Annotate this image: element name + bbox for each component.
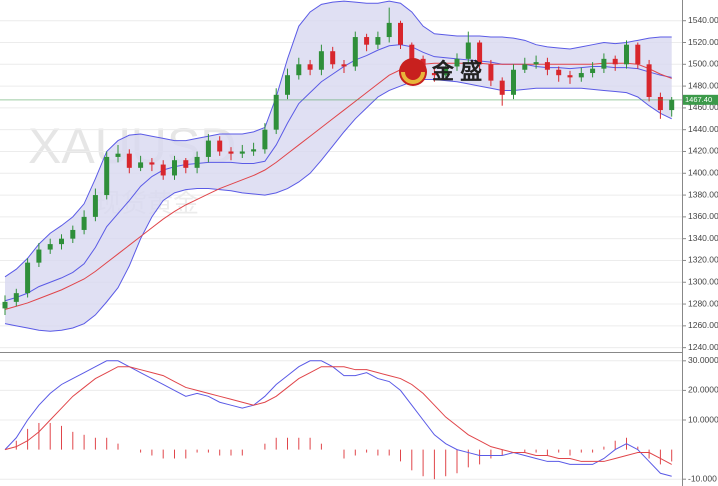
candle-body [330, 51, 336, 65]
candle-body [81, 216, 87, 230]
candle-body [160, 164, 166, 176]
candle-body [2, 301, 8, 309]
y-tick-label: 1260.00 [688, 320, 718, 330]
y-tick-label: 30.0000 [688, 355, 718, 365]
candle-body [239, 151, 245, 154]
y-tick-label: -10.000 [688, 473, 717, 483]
logo-text: 金 盛 [431, 59, 482, 84]
candle-body [635, 44, 641, 65]
candle-body [205, 140, 211, 157]
overlay-line [4, 62, 672, 310]
y-tick-label: 10.0000 [688, 414, 718, 424]
candle-body [228, 151, 234, 154]
macd-line [4, 360, 672, 477]
candle-body [104, 156, 110, 196]
candle-body [13, 293, 19, 302]
candle-body [612, 58, 618, 65]
logo-arc [401, 71, 425, 84]
candle-body [318, 51, 324, 70]
candle-body [409, 44, 415, 59]
candle-body [194, 156, 200, 168]
y-tick-label: 1280.00 [688, 298, 718, 308]
candle-body [285, 75, 290, 95]
y-tick-label: 1380.00 [688, 189, 718, 199]
logo: 金 盛 [399, 58, 482, 86]
overlay-line [4, 79, 672, 332]
candle-body [431, 73, 437, 76]
last-price-label: 1467.40 [685, 95, 712, 104]
candle-body [375, 37, 381, 45]
candle-body [126, 153, 132, 168]
candle-body [443, 66, 449, 76]
candle-body [454, 58, 460, 67]
candle-body [590, 68, 596, 74]
overlay-line [4, 44, 672, 302]
y-tick-label: 1500.00 [688, 59, 718, 69]
y-tick-label: 1400.00 [688, 168, 718, 178]
y-tick-label: 1520.00 [688, 37, 718, 47]
candle-body [578, 73, 584, 78]
candle-body [341, 64, 347, 67]
candle-body [251, 149, 257, 152]
overlay-line [4, 0, 672, 278]
y-tick-label: 1360.00 [688, 211, 718, 221]
candle-body [624, 44, 629, 65]
candle-body [398, 22, 403, 45]
candle-body [262, 129, 268, 150]
candle-body [477, 42, 483, 65]
candle-body [59, 238, 64, 245]
candle-body [386, 22, 392, 38]
y-tick-label: 1240.00 [688, 342, 718, 352]
band-fill [5, 1, 672, 332]
macd-line [4, 366, 672, 465]
candle-body [307, 64, 313, 70]
y-tick-label: 1340.00 [688, 233, 718, 243]
plot-area [0, 0, 682, 480]
candle-body [556, 69, 562, 76]
y-tick-label: 1300.00 [688, 277, 718, 287]
candle-body [499, 80, 505, 95]
candle-body [149, 162, 155, 165]
y-tick-label: 1440.00 [688, 124, 718, 134]
candle-body [669, 99, 675, 111]
candle-body [138, 162, 144, 168]
candle-body [92, 195, 98, 217]
candle-body [601, 58, 607, 69]
candle-body [567, 75, 573, 78]
candle-body [657, 96, 663, 111]
y-tick-label: 1480.00 [688, 80, 718, 90]
y-tick-label: 20.0000 [688, 385, 718, 395]
candle-body [646, 64, 652, 97]
candle-body [115, 153, 121, 157]
y-tick-label: 1420.00 [688, 146, 718, 156]
candle-body [364, 37, 370, 45]
candle-body [36, 249, 42, 263]
candle-body [522, 64, 528, 70]
candle-body [47, 244, 53, 250]
candle-body [511, 69, 516, 95]
candle-body [465, 42, 471, 59]
candle-body [172, 160, 177, 176]
candle-body [544, 62, 550, 70]
candle-body [183, 160, 189, 168]
candle-body [488, 64, 494, 81]
y-tick-label: 1460.00 [688, 102, 718, 112]
last-price-box [683, 94, 718, 105]
candle-body [352, 37, 358, 67]
y-tick-label: 1320.00 [688, 255, 718, 265]
candle-body [273, 94, 279, 130]
candle-body [533, 62, 539, 65]
candle-body [70, 229, 76, 239]
candle-body [217, 140, 223, 152]
y-tick-label: 1540.00 [688, 15, 718, 25]
candle-body [296, 64, 302, 76]
candle-body [25, 262, 31, 294]
